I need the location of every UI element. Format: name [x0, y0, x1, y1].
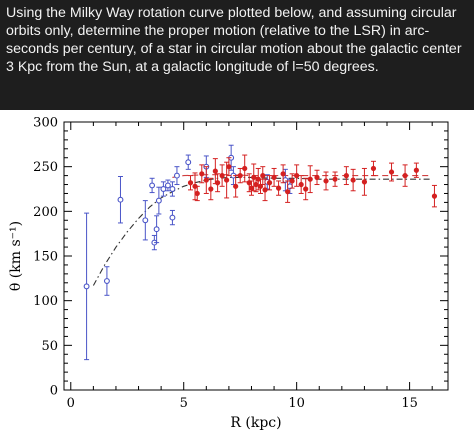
data-point-open [155, 197, 162, 204]
data-point-filled [224, 177, 230, 183]
data-point-filled [215, 180, 221, 186]
data-point-open [169, 186, 176, 192]
y-tick-label: 300 [33, 116, 58, 131]
data-point-filled [361, 179, 368, 185]
data-point-filled [431, 193, 438, 199]
data-point-filled [257, 183, 264, 189]
data-point-open [153, 226, 160, 233]
data-point-open [185, 159, 192, 166]
data-point-filled [266, 180, 273, 186]
x-tick-label: 15 [401, 396, 418, 411]
y-tick-label: 0 [50, 384, 58, 399]
data-point-filled [194, 190, 200, 197]
data-point-filled [307, 176, 313, 182]
fit-curves [92, 174, 433, 286]
data-point-open [117, 196, 124, 203]
data-point-filled [187, 180, 194, 186]
data-point-filled [242, 165, 248, 172]
data-point-filled [350, 177, 356, 183]
data-point-filled [233, 183, 239, 189]
data-point-filled [260, 172, 266, 179]
x-tick-label: 10 [288, 396, 305, 411]
data-point-filled [271, 174, 277, 180]
y-tick-label: 250 [33, 160, 58, 175]
x-axis-label: R (kpc) [230, 415, 281, 431]
data-point-filled [370, 165, 377, 172]
data-point-filled [298, 181, 304, 188]
y-axis-label: θ (km s⁻¹) [8, 221, 24, 291]
question-text: Using the Milky Way rotation curve plott… [6, 5, 462, 75]
data-point-filled [294, 172, 300, 179]
x-tick-label: 5 [180, 396, 188, 411]
data-point-open [83, 283, 90, 290]
data-point-filled [280, 171, 286, 177]
plot-frame [63, 121, 449, 391]
data-point-filled [323, 178, 329, 184]
data-point-filled [219, 172, 225, 179]
data-point-filled [253, 181, 259, 188]
data-point-open [169, 214, 176, 221]
y-tick-label: 150 [33, 250, 58, 265]
data-point-filled [226, 164, 232, 170]
data-point-filled [303, 186, 309, 192]
x-tick-label: 0 [67, 396, 75, 411]
data-points [83, 144, 438, 361]
data-point-open [103, 278, 110, 284]
data-point-open [160, 186, 167, 192]
data-point-filled [285, 189, 291, 195]
y-tick-label: 100 [33, 294, 58, 309]
data-point-filled [289, 178, 295, 184]
data-point-open [173, 172, 180, 179]
data-point-filled [262, 187, 268, 193]
data-point-filled [248, 185, 255, 191]
data-point-open [164, 182, 171, 189]
data-point-filled [388, 169, 395, 175]
data-point-filled [402, 172, 408, 179]
model-curve-dashdot [92, 176, 433, 286]
data-point-filled [314, 174, 320, 180]
data-point-filled [203, 177, 209, 183]
data-point-open [282, 177, 289, 184]
data-point-filled [413, 167, 419, 173]
data-point-filled [199, 171, 205, 177]
data-point-filled [208, 186, 214, 192]
data-point-open [149, 182, 156, 189]
data-point-filled [343, 172, 349, 179]
data-point-filled [237, 172, 243, 179]
y-tick-label: 50 [41, 339, 58, 354]
data-point-filled [332, 176, 338, 182]
data-point-open [142, 217, 149, 224]
data-point-filled [212, 168, 218, 174]
rotation-curve-figure: 0 5 10 15 0 50 100 150 200 250 300 R (kpc) θ (km s… [0, 110, 474, 440]
data-point-filled [275, 185, 282, 191]
y-tick-label: 200 [33, 205, 58, 220]
